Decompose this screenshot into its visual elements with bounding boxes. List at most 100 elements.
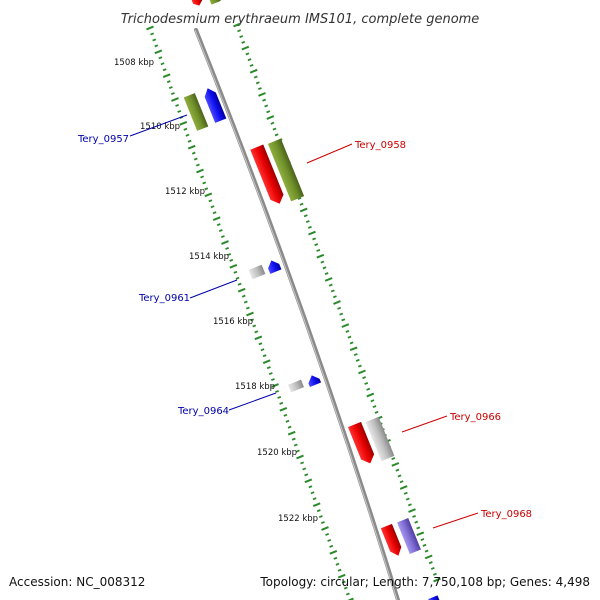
outer-track-tick [424,554,433,560]
gene-top-red[interactable] [190,0,204,7]
inner-track-tick [321,526,329,531]
inner-track-tick [283,413,288,417]
inner-track-tick [277,395,282,399]
gene-tery-0968[interactable] [397,517,421,555]
gene-bottom-blue[interactable] [428,595,440,600]
outer-track-tick [316,253,325,259]
gene-label-tery-0968[interactable]: Tery_0968 [480,509,532,520]
outer-track-tick [333,300,341,305]
gene-tery-0958[interactable] [267,138,305,202]
kbp-label-1518: 1518 kbp [235,382,275,392]
outer-track-tick [407,503,412,507]
inner-track-tick [270,378,275,382]
inner-track-tick [185,133,190,137]
inner-track-tick [168,86,173,90]
outer-track-tick [253,75,258,79]
gene-tery-0957[interactable] [183,93,209,131]
outer-track-tick [324,277,333,282]
inner-track-tick [287,430,296,436]
inner-track-tick [218,229,223,233]
gene-label-tery-0966[interactable]: Tery_0966 [449,412,501,423]
outer-track-tick [405,497,410,501]
gene-red-1522[interactable] [380,523,404,558]
inner-track-tick [150,32,155,36]
gene-red-1519[interactable] [348,421,377,466]
outer-track-tick [247,58,252,62]
gene-blue-1518[interactable] [306,373,322,387]
outer-track-tick [303,214,308,218]
backbone-highlight [194,29,398,600]
outer-track-tick [357,364,362,368]
outer-track-tick [297,196,302,200]
inner-track-tick [229,263,238,269]
outer-track-tick [414,520,419,524]
outer-track-tick [366,387,371,391]
inner-track-tick [295,449,300,453]
inner-track-tick [266,366,271,370]
inner-track-tick [329,549,338,555]
kbp-label-1510: 1510 kbp [140,122,180,132]
leader-line-tery-0964 [228,392,277,411]
gene-tery-0966[interactable] [365,416,395,462]
outer-track-tick [432,572,437,576]
inner-track-tick [246,311,254,317]
inner-track-tick [293,443,298,447]
inner-track-tick [250,318,255,322]
inner-track-tick [241,294,246,298]
gene-red-1511[interactable] [250,144,286,207]
inner-track-tick [210,205,215,209]
inner-track-tick [312,502,321,508]
outer-track-tick [362,376,367,380]
outer-track-tick [299,207,308,213]
outer-track-tick [428,561,433,565]
gene-label-tery-0964[interactable]: Tery_0964 [177,406,229,417]
gene-label-tery-0958[interactable]: Tery_0958 [354,140,406,151]
inner-track-tick [254,335,263,341]
inner-track-tick [195,163,200,167]
outer-track-tick [345,329,350,333]
gene-tery-0961[interactable] [248,264,266,280]
inner-track-tick [225,246,230,250]
inner-track-tick [216,223,221,227]
outer-track-tick [249,68,258,74]
outer-track-tick [416,531,425,537]
outer-track-tick [399,480,404,484]
inner-track-tick [196,168,204,174]
inner-track-tick [341,580,346,584]
outer-track-tick [320,260,325,264]
outer-track-tick [249,63,254,67]
outer-track-tick [270,121,275,125]
kbp-label-1514: 1514 kbp [189,252,229,262]
gene-label-tery-0957[interactable]: Tery_0957 [77,134,129,145]
inner-track-tick [268,372,273,376]
kbp-label-1522: 1522 kbp [278,514,318,524]
inner-track-tick [279,406,288,412]
kbp-label-1520: 1520 kbp [257,448,297,458]
inner-track-tick [271,383,279,388]
inner-track-tick [193,157,198,161]
inner-track-tick [304,478,313,484]
outer-track-tick [416,526,421,530]
gene-top-olive[interactable] [208,0,221,5]
inner-track-tick [212,216,221,222]
inner-track-tick [152,38,157,42]
inner-track-tick [237,287,246,293]
outer-track-tick [395,468,400,472]
outer-track-tick [355,358,360,362]
inner-track-tick [337,568,342,572]
inner-track-tick [204,187,209,191]
gene-blue-1514[interactable] [266,258,282,274]
outer-track-tick [341,323,350,328]
gene-tery-0964[interactable] [288,379,304,393]
outer-track-tick [262,98,267,102]
leader-line-tery-0957 [129,114,188,137]
inner-track-tick [258,342,263,346]
outer-track-tick [299,202,304,206]
outer-track-tick [328,283,333,287]
inner-track-tick [170,92,175,96]
inner-track-tick [171,97,179,102]
gene-blue-1510[interactable] [202,86,227,123]
gene-label-tery-0961[interactable]: Tery_0961 [138,293,190,304]
inner-track-tick [243,300,248,304]
inner-track-tick [279,401,284,405]
